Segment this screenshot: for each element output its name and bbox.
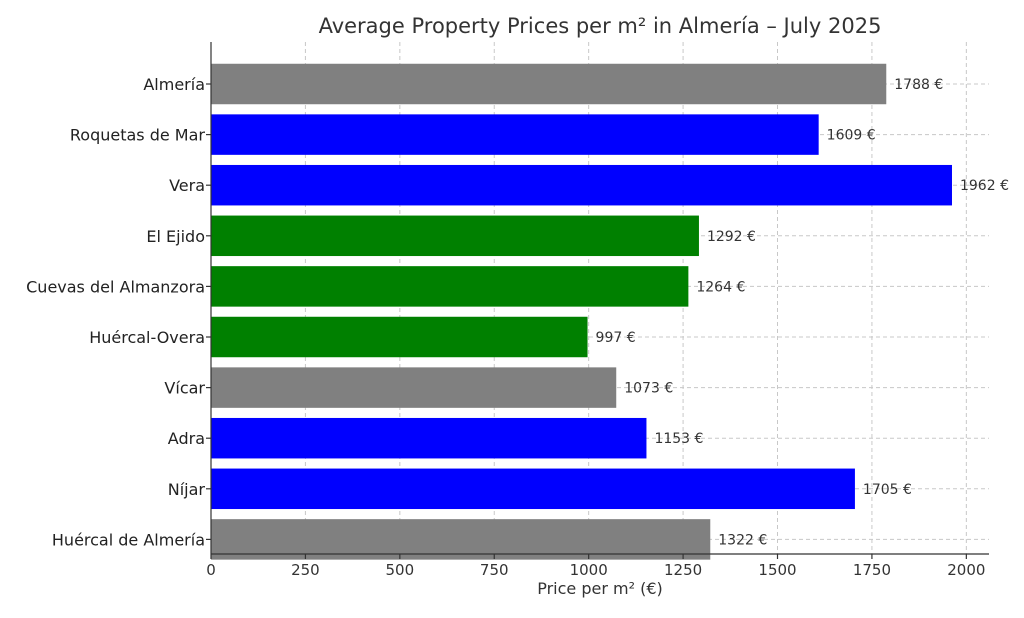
- bar-value-label: 1609 €: [827, 128, 876, 144]
- bar-value-label: 1322 €: [718, 532, 767, 548]
- value-labels: 1788 € 1609 € 1962 € 1292 € 1264 € 997 € 1073 …: [596, 77, 1009, 548]
- bar-value-label: 1264 €: [696, 279, 745, 295]
- y-tick-label: Vícar: [164, 379, 205, 398]
- bar-value-label: 997 €: [596, 330, 636, 346]
- bar: [211, 114, 819, 155]
- y-tick-label: Huércal de Almería: [52, 530, 205, 549]
- bar: [211, 63, 887, 105]
- bar: [211, 316, 588, 358]
- x-tick-labels: 0 250 500 750 1000 1250 1500 1750 2000: [206, 554, 985, 579]
- x-tick-label: 2000: [947, 561, 985, 579]
- bars: [211, 63, 952, 560]
- y-tick-label: Almería: [143, 75, 205, 94]
- x-axis-label: Price per m² (€): [537, 579, 663, 598]
- bar: [211, 417, 647, 459]
- bar: [211, 164, 952, 206]
- y-tick-label: Níjar: [168, 480, 206, 499]
- y-tick-label: Roquetas de Mar: [70, 126, 206, 145]
- y-tick-labels: Almería Roquetas de Mar Vera El Ejido Cuevas…: [26, 75, 211, 549]
- x-tick-label: 250: [291, 561, 320, 579]
- bar: [211, 468, 855, 510]
- x-tick-label: 500: [386, 561, 415, 579]
- chart-title: Average Property Prices per m² in Almerí…: [319, 14, 882, 38]
- x-tick-label: 1000: [570, 561, 608, 579]
- x-tick-label: 1750: [853, 561, 891, 579]
- bar-value-label: 1788 €: [894, 77, 943, 93]
- bar-value-label: 1292 €: [707, 229, 756, 245]
- y-tick-label: Vera: [169, 176, 205, 195]
- bar: [211, 367, 617, 408]
- bar: [211, 215, 699, 257]
- bar-value-label: 1153 €: [654, 431, 703, 447]
- x-tick-label: 750: [480, 561, 509, 579]
- y-tick-label: Cuevas del Almanzora: [26, 277, 205, 296]
- y-tick-label: El Ejido: [146, 227, 205, 246]
- x-tick-label: 0: [206, 561, 216, 579]
- bar: [211, 519, 711, 560]
- x-tick-label: 1250: [664, 561, 702, 579]
- bar-value-label: 1073 €: [624, 381, 673, 397]
- y-tick-label: Huércal-Overa: [89, 328, 205, 347]
- axes: [210, 42, 989, 555]
- bar-value-label: 1962 €: [960, 178, 1009, 194]
- x-tick-label: 1500: [758, 561, 796, 579]
- bar-value-label: 1705 €: [863, 482, 912, 498]
- y-tick-label: Adra: [168, 429, 205, 448]
- bar: [211, 266, 689, 307]
